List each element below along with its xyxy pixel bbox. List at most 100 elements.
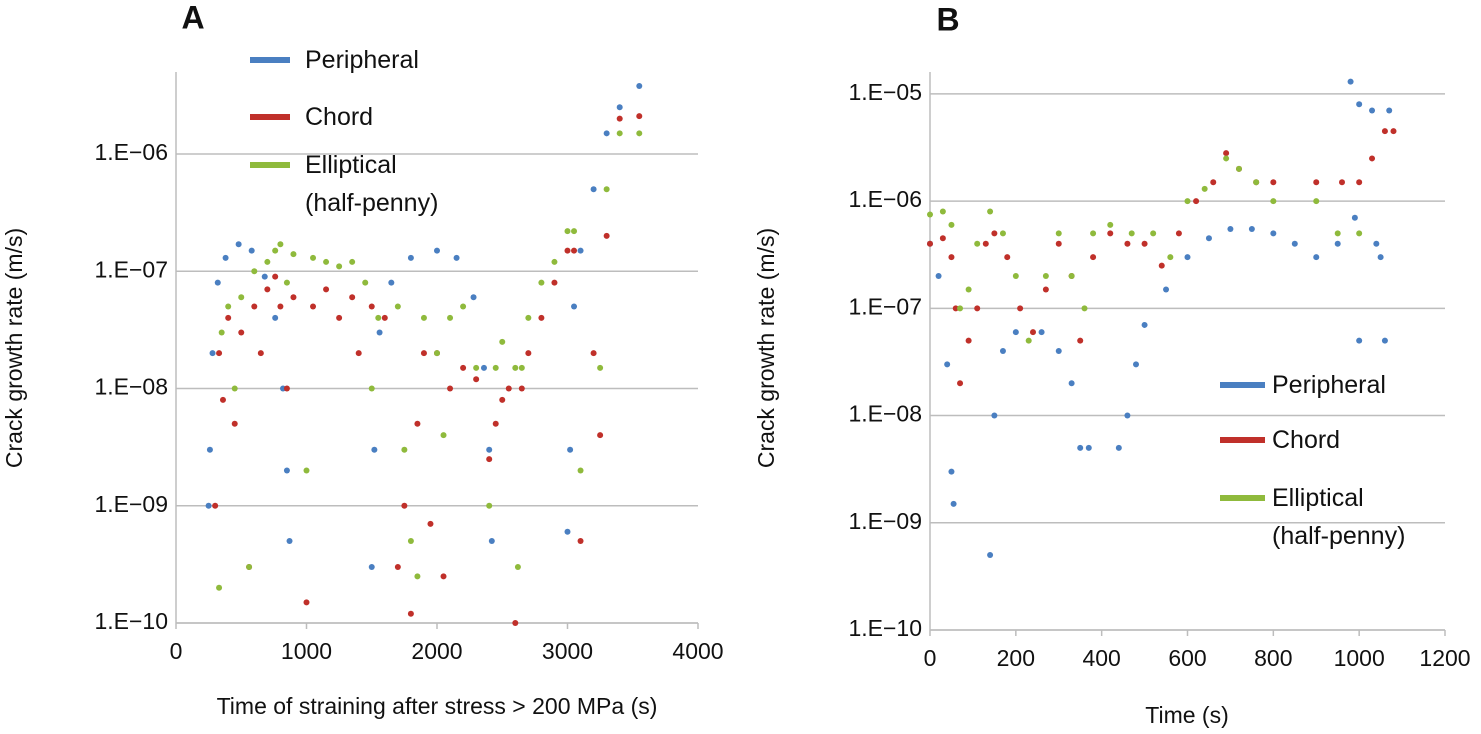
point [1175, 230, 1182, 237]
point [1313, 179, 1320, 186]
point [225, 303, 232, 310]
point [999, 230, 1006, 237]
point [251, 303, 258, 310]
point [564, 228, 571, 235]
point [216, 350, 223, 357]
point [1390, 128, 1397, 135]
series [927, 128, 1397, 387]
x-tick-label: 1200 [1419, 645, 1470, 671]
point [1248, 225, 1255, 232]
point [336, 314, 343, 321]
point [1141, 240, 1148, 247]
point [1055, 240, 1062, 247]
point [1356, 230, 1363, 237]
point [1025, 337, 1032, 344]
point [248, 247, 255, 254]
point [948, 221, 955, 228]
point [440, 573, 447, 580]
point [1150, 230, 1157, 237]
point [394, 564, 401, 571]
point [1042, 273, 1049, 280]
point [310, 303, 317, 310]
x-tick-label: 1000 [1334, 645, 1385, 671]
point [272, 273, 279, 280]
point [407, 610, 414, 617]
point [927, 240, 933, 247]
point [486, 456, 493, 463]
point [982, 240, 989, 247]
point [1270, 230, 1277, 237]
point [283, 467, 290, 474]
point [935, 273, 942, 280]
point [965, 337, 972, 344]
point [1201, 185, 1208, 192]
point [1381, 337, 1388, 344]
x-tick-label: 1000 [281, 638, 332, 664]
point [944, 361, 951, 368]
legend-label: Elliptical (half-penny) [1272, 484, 1406, 550]
panel-label: B [936, 1, 959, 37]
point [401, 502, 408, 509]
point [303, 467, 310, 474]
point [965, 286, 972, 293]
point [272, 314, 279, 321]
point [1381, 128, 1388, 135]
point [1030, 329, 1036, 336]
point [1356, 101, 1363, 108]
point [303, 599, 310, 606]
point [590, 350, 597, 357]
point [453, 254, 460, 261]
point [1351, 214, 1358, 221]
point [434, 350, 440, 357]
point [277, 241, 284, 248]
point [420, 350, 427, 357]
point [1055, 230, 1062, 237]
point [206, 446, 213, 453]
point [1055, 348, 1062, 354]
point [1334, 230, 1341, 237]
point [1085, 444, 1092, 451]
point [407, 254, 414, 261]
point [538, 279, 545, 286]
point [216, 584, 223, 591]
point [1128, 230, 1135, 237]
point [349, 258, 356, 265]
point [209, 350, 216, 357]
x-tick-label: 400 [1082, 645, 1120, 671]
point [323, 258, 330, 265]
point [1205, 235, 1212, 242]
point [486, 446, 493, 453]
x-tick-label: 0 [924, 645, 937, 671]
point [225, 314, 232, 321]
point [1253, 179, 1260, 186]
point [1038, 329, 1045, 336]
point [362, 279, 369, 286]
point [1339, 179, 1345, 186]
point [957, 305, 964, 312]
point [571, 228, 578, 235]
point [974, 305, 981, 312]
point [1334, 240, 1341, 247]
point [447, 385, 454, 392]
point [564, 247, 571, 254]
point [1068, 273, 1075, 280]
point [948, 468, 955, 475]
x-tick-label: 4000 [672, 638, 723, 664]
y-tick-label: 1.E−10 [848, 615, 922, 641]
legend-label: Peripheral [305, 46, 419, 74]
point [1124, 412, 1131, 419]
point [251, 268, 258, 275]
point [597, 364, 604, 371]
point [1167, 254, 1174, 261]
point [974, 240, 981, 247]
point [1081, 305, 1088, 312]
y-tick-label: 1.E−07 [848, 293, 922, 319]
point [257, 350, 264, 357]
point [1347, 78, 1354, 85]
point [1077, 444, 1084, 451]
series [212, 113, 643, 626]
point [538, 314, 545, 321]
series [927, 155, 1363, 344]
point [939, 235, 946, 242]
point [1223, 155, 1230, 162]
